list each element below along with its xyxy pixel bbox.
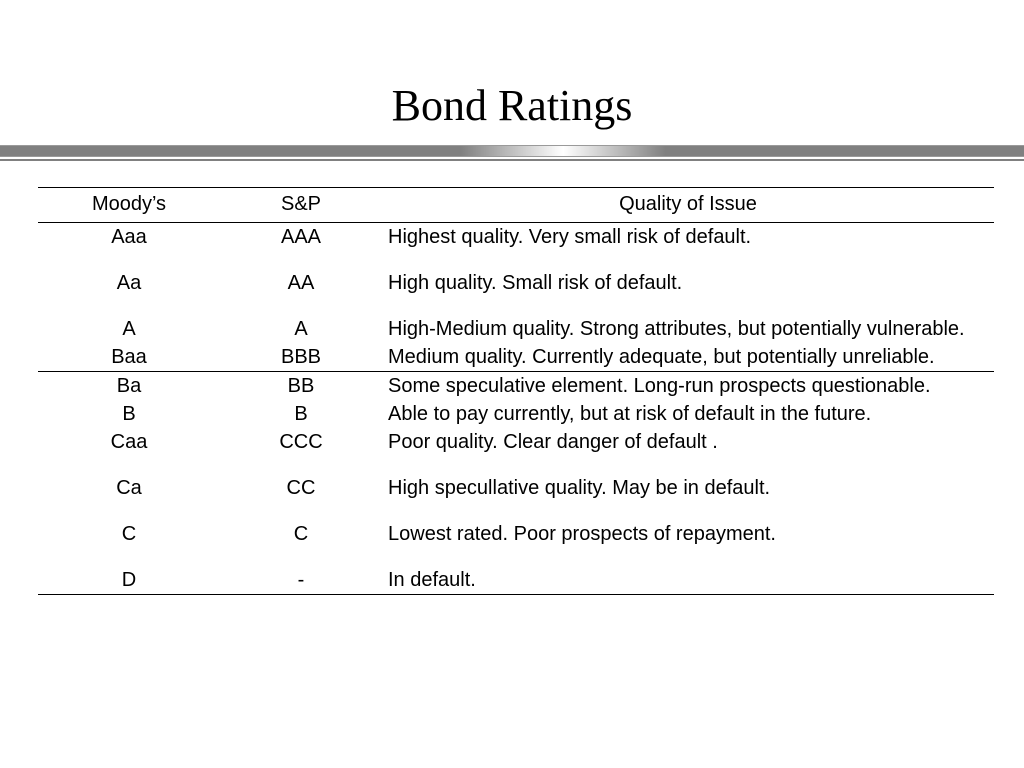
col-header-moodys: Moody’s (38, 188, 220, 223)
cell-moodys: Caa (38, 428, 220, 474)
cell-sp: BBB (220, 343, 382, 372)
slide-title: Bond Ratings (0, 80, 1024, 131)
cell-sp: B (220, 400, 382, 428)
table-row: B B Able to pay currently, but at risk o… (38, 400, 994, 428)
cell-moodys: D (38, 566, 220, 595)
cell-moodys: A (38, 315, 220, 343)
title-divider (0, 145, 1024, 161)
cell-moodys: Baa (38, 343, 220, 372)
cell-quality: High quality. Small risk of default. (382, 269, 994, 315)
cell-quality: In default. (382, 566, 994, 595)
table-row: Caa CCC Poor quality. Clear danger of de… (38, 428, 994, 474)
cell-quality: High specullative quality. May be in def… (382, 474, 994, 520)
cell-quality: Medium quality. Currently adequate, but … (382, 343, 994, 372)
table-row: A A High-Medium quality. Strong attribut… (38, 315, 994, 343)
cell-sp: CCC (220, 428, 382, 474)
cell-sp: - (220, 566, 382, 595)
cell-sp: CC (220, 474, 382, 520)
cell-moodys: Aaa (38, 223, 220, 270)
cell-quality: Some speculative element. Long-run prosp… (382, 372, 994, 401)
cell-sp: C (220, 520, 382, 566)
cell-moodys: C (38, 520, 220, 566)
ratings-table-container: Moody’s S&P Quality of Issue Aaa AAA Hig… (38, 187, 994, 595)
table-row: D - In default. (38, 566, 994, 595)
cell-quality: Lowest rated. Poor prospects of repaymen… (382, 520, 994, 566)
cell-moodys: B (38, 400, 220, 428)
cell-moodys: Ba (38, 372, 220, 401)
cell-sp: AAA (220, 223, 382, 270)
table-header-row: Moody’s S&P Quality of Issue (38, 188, 994, 223)
cell-moodys: Ca (38, 474, 220, 520)
cell-quality: Poor quality. Clear danger of default . (382, 428, 994, 474)
col-header-quality: Quality of Issue (382, 188, 994, 223)
cell-sp: BB (220, 372, 382, 401)
ratings-table: Moody’s S&P Quality of Issue Aaa AAA Hig… (38, 187, 994, 595)
cell-quality: High-Medium quality. Strong attributes, … (382, 315, 994, 343)
table-row: Ca CC High specullative quality. May be … (38, 474, 994, 520)
cell-quality: Able to pay currently, but at risk of de… (382, 400, 994, 428)
table-row: Ba BB Some speculative element. Long-run… (38, 372, 994, 401)
cell-sp: A (220, 315, 382, 343)
ratings-table-body: Aaa AAA Highest quality. Very small risk… (38, 223, 994, 595)
table-row: C C Lowest rated. Poor prospects of repa… (38, 520, 994, 566)
table-row: Aa AA High quality. Small risk of defaul… (38, 269, 994, 315)
col-header-sp: S&P (220, 188, 382, 223)
cell-quality: Highest quality. Very small risk of defa… (382, 223, 994, 270)
table-row: Aaa AAA Highest quality. Very small risk… (38, 223, 994, 270)
table-row: Baa BBB Medium quality. Currently adequa… (38, 343, 994, 372)
cell-moodys: Aa (38, 269, 220, 315)
slide: Bond Ratings Moody’s S&P Quality of Issu… (0, 80, 1024, 768)
cell-sp: AA (220, 269, 382, 315)
